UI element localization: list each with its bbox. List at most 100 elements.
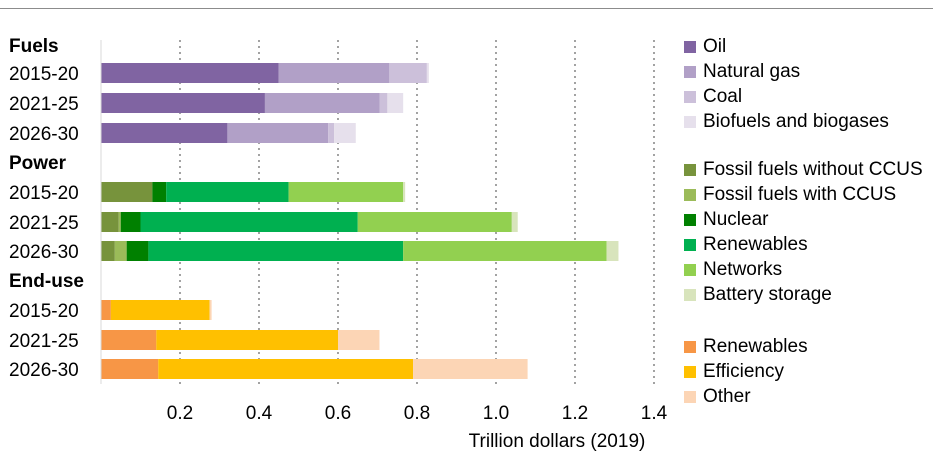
legend-label: Natural gas xyxy=(703,61,801,82)
bar-segment xyxy=(209,300,212,320)
legend-item: Fossil fuels with CCUS xyxy=(684,184,896,206)
legend-swatch xyxy=(684,41,696,53)
legend-swatch xyxy=(684,239,696,251)
legend-swatch xyxy=(684,164,696,176)
bar-segment xyxy=(288,182,404,202)
legend-item: Oil xyxy=(684,36,726,58)
legend-label: Networks xyxy=(703,259,783,280)
legend-label: Biofuels and biogases xyxy=(703,111,889,132)
bar-segment xyxy=(606,241,619,261)
bar-segment xyxy=(101,63,279,83)
x-tick-label: 1.2 xyxy=(562,403,588,424)
legend-item: Coal xyxy=(684,86,742,108)
x-tick-label: 1.0 xyxy=(483,403,509,424)
legend-label: Battery storage xyxy=(703,284,832,305)
bar-segment xyxy=(379,93,388,113)
legend-label: Other xyxy=(703,386,751,407)
bar-segment xyxy=(403,182,406,202)
group-title: Power xyxy=(9,153,67,174)
bar-segment xyxy=(413,359,528,379)
bar-segment xyxy=(338,330,380,350)
legend-item: Biofuels and biogases xyxy=(684,111,889,133)
bar-segment xyxy=(101,182,153,202)
group-title: End-use xyxy=(9,271,84,292)
legend-swatch xyxy=(684,366,696,378)
legend-label: Renewables xyxy=(703,234,808,255)
bar-segment xyxy=(357,212,512,232)
category-label: 2021-25 xyxy=(9,331,79,352)
group-title: Fuels xyxy=(9,36,59,57)
category-label: 2021-25 xyxy=(9,94,79,115)
bar-segment xyxy=(156,330,338,350)
bar-segment xyxy=(118,212,121,232)
legend-label: Oil xyxy=(703,36,727,57)
legend-swatch xyxy=(684,264,696,276)
category-label: 2026-30 xyxy=(9,124,79,145)
bar-segment xyxy=(511,212,518,232)
x-tick-label: 0.4 xyxy=(246,403,273,424)
bar-segment xyxy=(126,241,149,261)
legend-swatch xyxy=(684,391,696,403)
legend-label: Fossil fuels with CCUS xyxy=(703,184,897,205)
category-labels: Fuels 2015-20 2021-25 2026-30 Power 2015-20 20… xyxy=(9,36,84,381)
legend-label: Nuclear xyxy=(703,209,769,230)
legend-item: Renewables xyxy=(684,336,808,358)
legend-label: Coal xyxy=(703,86,743,107)
category-label: 2026-30 xyxy=(9,360,79,381)
category-label: 2015-20 xyxy=(9,183,79,204)
legend-item: Efficiency xyxy=(684,361,784,383)
bar-segment xyxy=(101,123,228,143)
legend-swatch xyxy=(684,66,696,78)
bar-segment xyxy=(166,182,289,202)
legend-swatch xyxy=(684,289,696,301)
bar-segment xyxy=(158,359,414,379)
x-tick-label: 0.8 xyxy=(404,403,430,424)
bar-segment xyxy=(114,241,127,261)
bar-segment xyxy=(120,212,141,232)
bar-segment xyxy=(101,93,265,113)
legend-swatch xyxy=(684,116,696,128)
bar-segment xyxy=(152,182,167,202)
legend-item: Renewables xyxy=(684,234,808,256)
bar-segment xyxy=(403,241,607,261)
bar-segment xyxy=(387,93,404,113)
legend-swatch xyxy=(684,189,696,201)
x-tick-label: 1.4 xyxy=(641,403,668,424)
bar-segment xyxy=(278,63,390,83)
legend-item: Networks xyxy=(684,259,782,281)
bar-area xyxy=(101,63,619,379)
legend-label: Renewables xyxy=(703,336,808,357)
legend: Oil Natural gas Coal Biofuels and biogases F… xyxy=(684,0,933,451)
bar-segment xyxy=(148,241,404,261)
legend-swatch xyxy=(684,214,696,226)
category-label: 2021-25 xyxy=(9,213,79,234)
legend-item: Battery storage xyxy=(684,284,832,306)
bar-segment xyxy=(101,241,115,261)
bar-segment xyxy=(101,300,111,320)
category-label: 2026-30 xyxy=(9,242,79,263)
category-label: 2015-20 xyxy=(9,64,79,85)
x-tick-label: 0.6 xyxy=(325,403,351,424)
legend-label: Efficiency xyxy=(703,361,784,382)
bar-segment xyxy=(389,63,427,83)
legend-label: Fossil fuels without CCUS xyxy=(703,159,923,180)
bar-segment xyxy=(426,63,429,83)
bar-segment xyxy=(140,212,358,232)
bar-segment xyxy=(101,359,159,379)
bar-segment xyxy=(328,123,335,143)
legend-item: Fossil fuels without CCUS xyxy=(684,159,923,181)
top-rule xyxy=(0,8,933,9)
legend-item: Nuclear xyxy=(684,209,768,231)
legend-swatch xyxy=(684,341,696,353)
legend-item: Natural gas xyxy=(684,61,800,83)
legend-swatch xyxy=(684,91,696,103)
x-axis-label: Trillion dollars (2019) xyxy=(469,431,646,451)
legend-item: Other xyxy=(684,386,751,408)
bar-segment xyxy=(101,330,157,350)
bar-segment xyxy=(264,93,380,113)
x-axis: Trillion dollars (2019) 0.2 0.4 0.6 0.8 1.0 1… xyxy=(100,40,668,451)
bar-segment xyxy=(334,123,356,143)
bar-segment xyxy=(227,123,329,143)
bar-segment xyxy=(101,212,119,232)
